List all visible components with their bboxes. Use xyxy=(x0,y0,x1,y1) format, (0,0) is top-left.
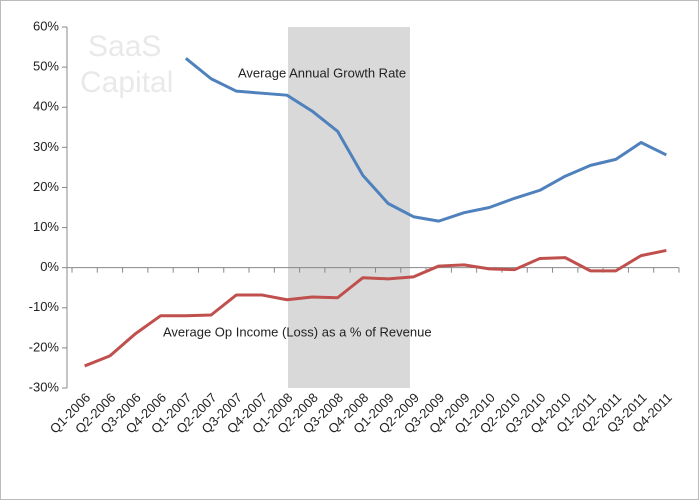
y-tick-label: -10% xyxy=(29,299,60,314)
y-tick-label: 0% xyxy=(40,259,59,274)
watermark: Capital xyxy=(80,66,173,99)
y-tick-label: 60% xyxy=(33,18,59,33)
y-tick-label: 40% xyxy=(33,99,59,114)
series-line xyxy=(84,248,667,368)
watermark: SaaS xyxy=(88,30,161,63)
recession-shading xyxy=(288,27,410,388)
y-tick-label: -20% xyxy=(29,339,60,354)
y-tick-label: 10% xyxy=(33,219,59,234)
series-label: Average Annual Growth Rate xyxy=(238,65,406,80)
series-line xyxy=(184,57,668,223)
y-tick-label: 30% xyxy=(33,139,59,154)
y-tick-label: -30% xyxy=(29,379,60,394)
y-tick-label: 50% xyxy=(33,59,59,74)
y-tick-label: 20% xyxy=(33,179,59,194)
series-label: Average Op Income (Loss) as a % of Reven… xyxy=(163,324,432,339)
